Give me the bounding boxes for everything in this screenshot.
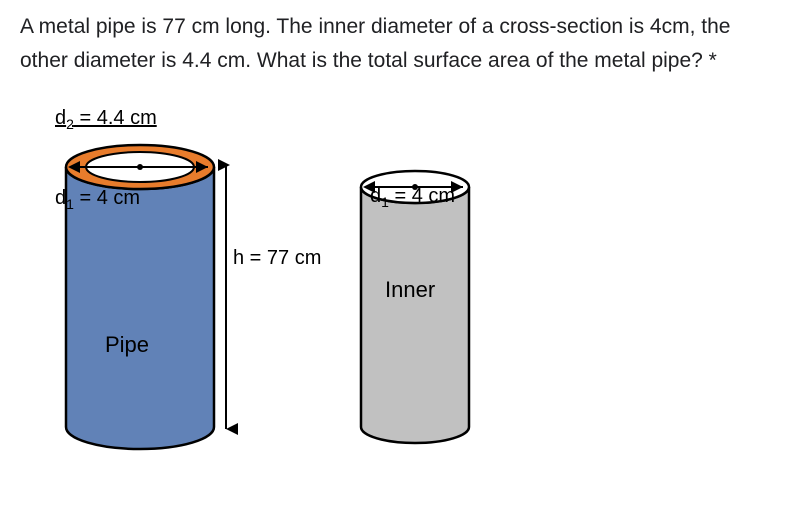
d1-inner-label: d1 = 4 cm xyxy=(370,185,455,210)
d2-center-dot xyxy=(137,164,143,170)
inner-label: Inner xyxy=(385,277,435,303)
d2-label: d2 = 4.4 cm xyxy=(55,107,157,132)
d2-val: = 4.4 cm xyxy=(74,107,157,129)
d1o-val: = 4 cm xyxy=(74,187,140,209)
pipe-label: Pipe xyxy=(105,332,149,358)
problem-body: A metal pipe is 77 cm long. The inner di… xyxy=(20,15,730,72)
d1i-sub: 1 xyxy=(381,194,389,210)
diagram: d2 = 4.4 cm d1 = 4 cm d1 = 4 cm h = 77 c… xyxy=(20,107,772,487)
d1i-val: = 4 cm xyxy=(389,185,455,207)
d2-sub: 2 xyxy=(66,116,74,132)
d1i-var: d xyxy=(370,185,381,207)
d1-outer-label: d1 = 4 cm xyxy=(55,187,140,212)
d1o-var: d xyxy=(55,187,66,209)
inner-cylinder xyxy=(361,171,469,443)
diagram-svg xyxy=(20,107,540,467)
d2-var: d xyxy=(55,107,66,129)
problem-text: A metal pipe is 77 cm long. The inner di… xyxy=(20,10,772,77)
d1o-sub: 1 xyxy=(66,196,74,212)
h-label: h = 77 cm xyxy=(233,247,321,270)
inner-cylinder-body xyxy=(361,187,469,443)
